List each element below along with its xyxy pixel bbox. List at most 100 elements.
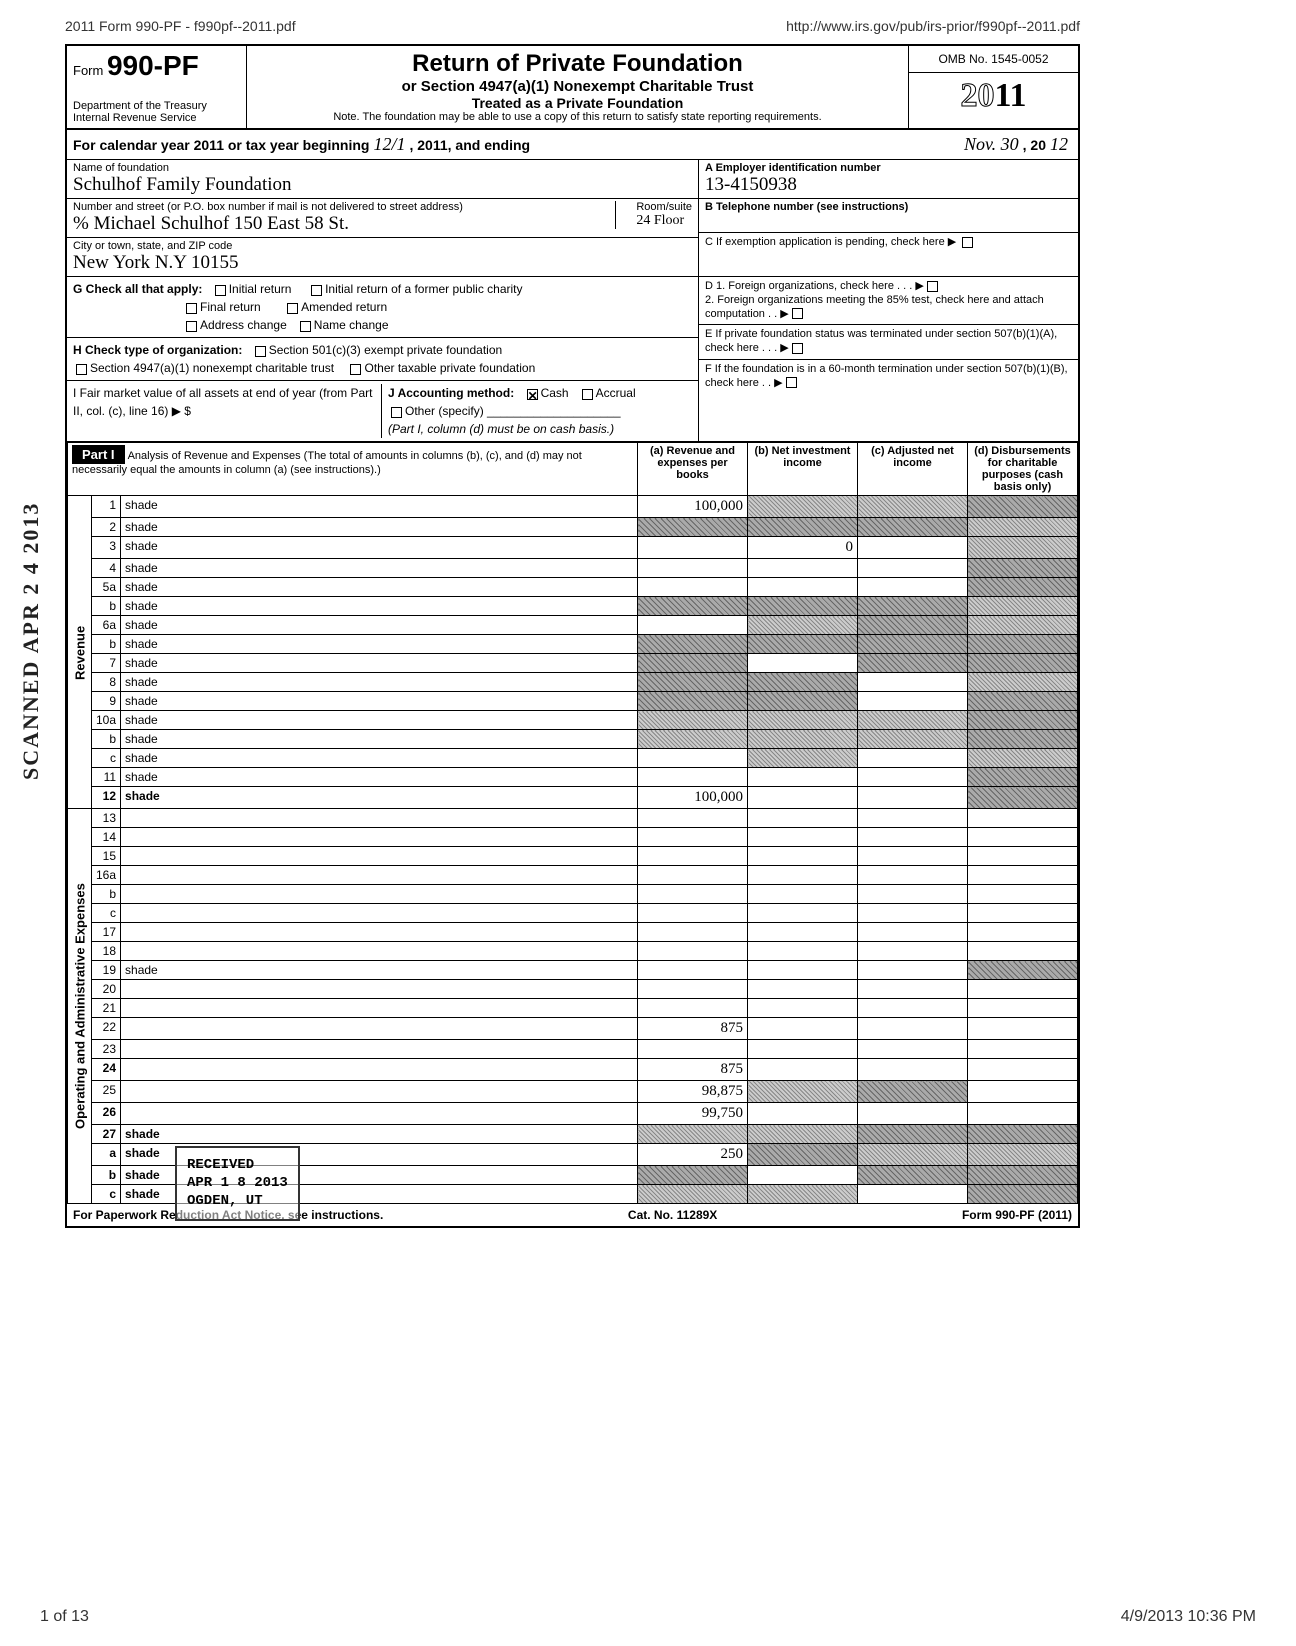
cell-col-d	[968, 692, 1078, 711]
cell-col-a: 99,750	[638, 1103, 748, 1125]
row-description	[121, 1018, 638, 1040]
page-footer: 1 of 13 4/9/2013 10:36 PM	[40, 1608, 1256, 1626]
identity-left: Name of foundation Schulhof Family Found…	[67, 160, 698, 276]
cell-col-b	[748, 1018, 858, 1040]
row-number: c	[92, 749, 121, 768]
form-prefix: Form	[73, 63, 103, 78]
cell-col-c	[858, 673, 968, 692]
cell-col-d	[968, 635, 1078, 654]
table-row: 23	[68, 1040, 1078, 1059]
g-o3: Final return	[200, 300, 261, 314]
row-number: b	[92, 635, 121, 654]
cell-col-b: 0	[748, 537, 858, 559]
cell-col-c	[858, 1018, 968, 1040]
row-number: 11	[92, 768, 121, 787]
cal-begin-hand: 12/1	[369, 134, 409, 155]
cell-col-c	[858, 885, 968, 904]
cell-col-b	[748, 866, 858, 885]
row-number: 14	[92, 828, 121, 847]
cell-col-c	[858, 1103, 968, 1125]
g-o6: Name change	[314, 318, 389, 332]
cell-col-d	[968, 1144, 1078, 1166]
table-row: 17	[68, 923, 1078, 942]
cb-501c3[interactable]	[255, 346, 266, 357]
side-expenses: Operating and Administrative Expenses	[68, 809, 92, 1204]
row-description: shade	[121, 768, 638, 787]
cell-col-a: 875	[638, 1018, 748, 1040]
i-lead: I Fair market value of all assets at end…	[73, 386, 372, 418]
cell-col-a	[638, 1040, 748, 1059]
cb-f[interactable]	[786, 377, 797, 388]
cell-col-b	[748, 578, 858, 597]
cell-col-c	[858, 654, 968, 673]
table-row: bshade	[68, 597, 1078, 616]
row-number: 8	[92, 673, 121, 692]
cb-other-method[interactable]	[391, 407, 402, 418]
subtitle-1: or Section 4947(a)(1) Nonexempt Charitab…	[255, 78, 900, 95]
cell-col-a	[638, 616, 748, 635]
cell-col-c	[858, 730, 968, 749]
cb-accrual[interactable]	[582, 389, 593, 400]
j-cash: Cash	[541, 386, 569, 400]
row-description	[121, 923, 638, 942]
row-number: 4	[92, 559, 121, 578]
cell-col-b	[748, 518, 858, 537]
cb-initial-former[interactable]	[311, 285, 322, 296]
cell-col-a	[638, 559, 748, 578]
subtitle-2: Treated as a Private Foundation	[255, 95, 900, 111]
cb-amended-return[interactable]	[287, 303, 298, 314]
cell-col-a	[638, 1125, 748, 1144]
table-row: bshade	[68, 730, 1078, 749]
row-description	[121, 1081, 638, 1103]
cell-col-c	[858, 537, 968, 559]
row-number: b	[92, 885, 121, 904]
j-lead: J Accounting method:	[388, 386, 520, 400]
cell-col-c	[858, 559, 968, 578]
cell-col-d	[968, 1018, 1078, 1040]
cb-other-taxable[interactable]	[350, 364, 361, 375]
year-outline: 20	[960, 77, 994, 114]
exemption-checkbox[interactable]	[962, 237, 973, 248]
cell-col-c	[858, 942, 968, 961]
dept-line-2: Internal Revenue Service	[73, 112, 240, 124]
cb-final-return[interactable]	[186, 303, 197, 314]
d1-text: D 1. Foreign organizations, check here .…	[705, 280, 924, 292]
cb-name-change[interactable]	[300, 321, 311, 332]
row-description: shade	[121, 578, 638, 597]
cb-d2[interactable]	[792, 308, 803, 319]
cb-e[interactable]	[792, 343, 803, 354]
cell-col-c	[858, 768, 968, 787]
cb-initial-return[interactable]	[215, 285, 226, 296]
f-text: F If the foundation is in a 60-month ter…	[705, 363, 1068, 389]
col-d-head: (d) Disbursements for charitable purpose…	[968, 443, 1078, 496]
cell-col-d	[968, 597, 1078, 616]
cell-col-a	[638, 597, 748, 616]
cb-address-change[interactable]	[186, 321, 197, 332]
room-label: Room/suite	[636, 201, 692, 213]
row-number: 7	[92, 654, 121, 673]
cb-d1[interactable]	[927, 281, 938, 292]
cell-col-c	[858, 1081, 968, 1103]
row-number: c	[92, 1185, 121, 1204]
cell-col-b	[748, 923, 858, 942]
cell-col-a	[638, 904, 748, 923]
g-o2: Initial return of a former public charit…	[325, 282, 522, 296]
row-number: a	[92, 1144, 121, 1166]
table-row: 20	[68, 980, 1078, 999]
row-number: 22	[92, 1018, 121, 1040]
cb-cash[interactable]	[527, 389, 538, 400]
cell-col-b	[748, 885, 858, 904]
def-right: D 1. Foreign organizations, check here .…	[698, 277, 1078, 441]
cell-col-d	[968, 1103, 1078, 1125]
row-number: b	[92, 597, 121, 616]
g-o5: Address change	[200, 318, 287, 332]
table-row: 16a	[68, 866, 1078, 885]
cell-col-c	[858, 597, 968, 616]
cell-col-b	[748, 828, 858, 847]
cell-col-d	[968, 537, 1078, 559]
cell-col-c	[858, 809, 968, 828]
form-title: Return of Private Foundation	[255, 50, 900, 78]
cb-4947a1[interactable]	[76, 364, 87, 375]
cell-col-d	[968, 1166, 1078, 1185]
cell-col-b	[748, 1081, 858, 1103]
